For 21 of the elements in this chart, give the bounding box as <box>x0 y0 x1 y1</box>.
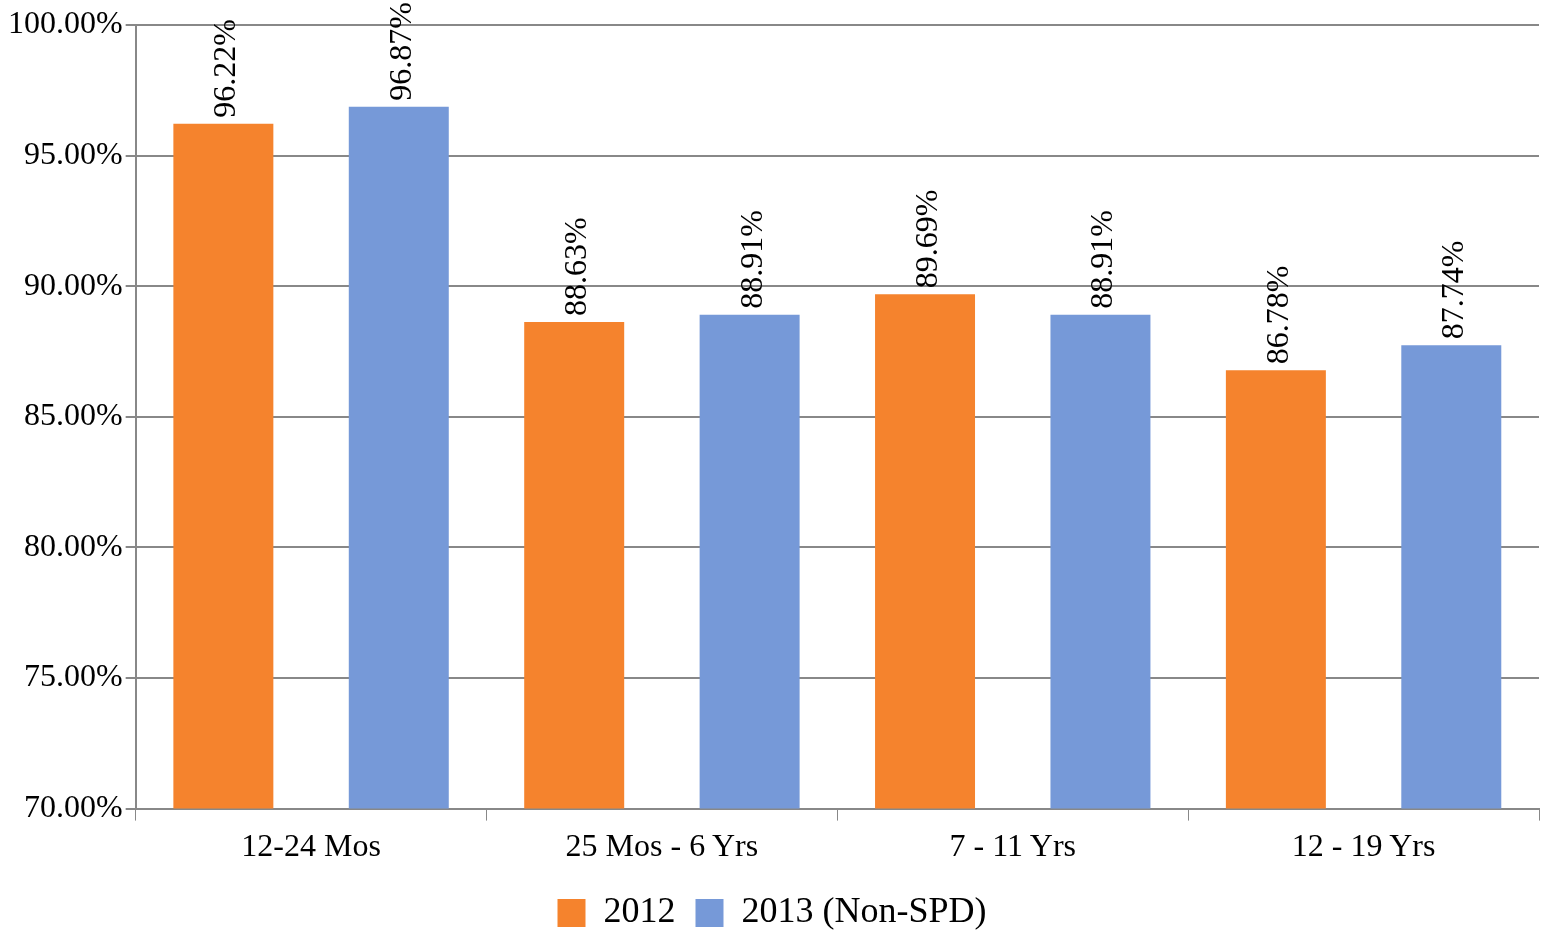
x-tick-label: 12-24 Mos <box>241 827 381 864</box>
legend-label: 2013 (Non-SPD) <box>741 890 987 931</box>
x-tick-label: 12 - 19 Yrs <box>1291 827 1436 864</box>
data-label: 88.91% <box>1083 210 1120 309</box>
data-label: 88.63% <box>557 217 594 316</box>
data-label: 87.74% <box>1434 240 1471 340</box>
y-tick-label: 90.00% <box>24 265 123 302</box>
data-label: 86.78% <box>1258 265 1295 365</box>
x-tick-label: 7 - 11 Yrs <box>949 827 1076 864</box>
y-tick-label: 95.00% <box>24 135 123 172</box>
y-tick-label: 85.00% <box>24 396 123 433</box>
data-label: 96.22% <box>206 19 243 118</box>
y-tick-label: 75.00% <box>24 657 123 694</box>
data-label: 89.69% <box>908 189 945 289</box>
y-tick-label: 80.00% <box>24 526 123 563</box>
y-tick-label: 70.00% <box>24 788 123 825</box>
data-label: 88.91% <box>732 210 769 309</box>
legend-label: 2012 <box>603 890 676 931</box>
data-label: 96.87% <box>381 2 418 101</box>
x-tick-label: 25 Mos - 6 Yrs <box>565 827 759 864</box>
y-tick-label: 100.00% <box>8 4 123 41</box>
